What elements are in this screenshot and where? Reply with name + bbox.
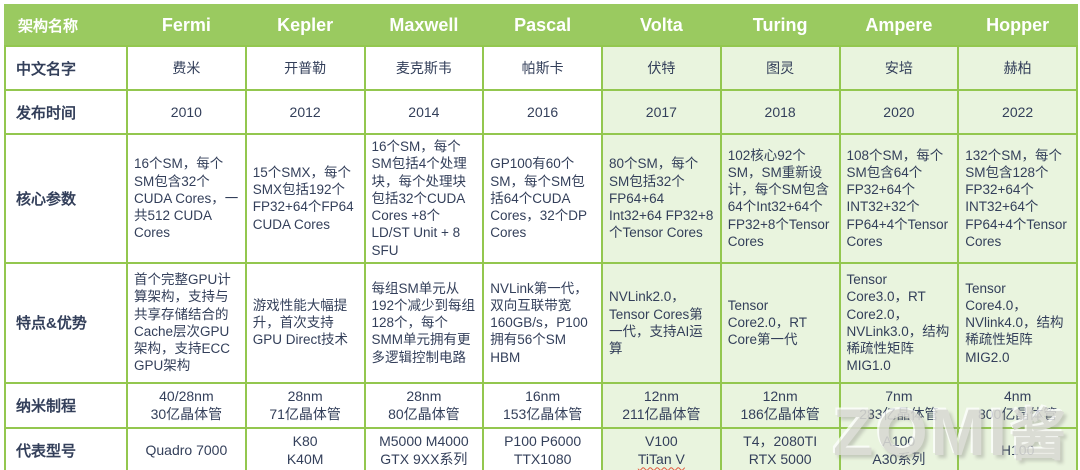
cell-release-turing: 2018	[719, 89, 841, 135]
cell-cnname-fermi: 费米	[126, 45, 247, 91]
cell-process-fermi: 40/28nm 30亿晶体管	[126, 381, 247, 429]
cell-process-kepler: 28nm 71亿晶体管	[244, 381, 366, 429]
cell-core-turing: 102核心92个SM，SM重新设计，每个SM包含64个Int32+64个FP32…	[719, 133, 841, 264]
column-header-turing: Turing	[719, 4, 841, 47]
column-header-volta: Volta	[601, 4, 722, 47]
column-header-fermi: Fermi	[126, 4, 247, 47]
cell-models-kepler: K80 K40M	[244, 426, 366, 470]
model-line-v100: V100	[645, 433, 678, 450]
gpu-architecture-table: 架构名称 Fermi Kepler Maxwell Pascal Volta T…	[4, 4, 1078, 470]
cell-models-maxwell: M5000 M4000 GTX 9XX系列	[363, 426, 485, 470]
cell-core-fermi: 16个SM，每个SM包含32个CUDA Cores，一共512 CUDA Cor…	[126, 133, 247, 264]
cell-cnname-ampere: 安培	[838, 45, 960, 91]
cell-process-volta: 12nm 211亿晶体管	[601, 381, 722, 429]
cell-models-fermi: Quadro 7000	[126, 426, 247, 470]
cell-cnname-hopper: 赫柏	[957, 45, 1078, 91]
row-label-chinese-name: 中文名字	[4, 45, 128, 91]
cell-features-ampere: Tensor Core3.0，RT Core2.0，NVLink3.0，结构稀疏…	[838, 261, 960, 384]
row-chinese-name: 中文名字 费米 开普勒 麦克斯韦 帕斯卡 伏特 图灵 安培 赫柏	[4, 45, 1078, 91]
cell-cnname-kepler: 开普勒	[244, 45, 366, 91]
cell-release-ampere: 2020	[838, 89, 960, 135]
cell-release-pascal: 2016	[482, 89, 603, 135]
cell-features-kepler: 游戏性能大幅提升，首次支持GPU Direct技术	[244, 261, 366, 384]
cell-core-ampere: 108个SM，每个SM包含64个FP32+64个INT32+32个FP64+4个…	[838, 133, 960, 264]
corner-header-architecture-name: 架构名称	[4, 4, 128, 47]
cell-cnname-turing: 图灵	[719, 45, 841, 91]
column-header-ampere: Ampere	[838, 4, 960, 47]
cell-features-volta: NVLink2.0，Tensor Cores第一代，支持AI运算	[601, 261, 722, 384]
row-label-core-params: 核心参数	[4, 133, 128, 264]
cell-features-turing: Tensor Core2.0，RT Core第一代	[719, 261, 841, 384]
column-header-hopper: Hopper	[957, 4, 1078, 47]
cell-process-hopper: 4nm 800亿晶体管	[957, 381, 1078, 429]
cell-release-volta: 2017	[601, 89, 722, 135]
cell-process-turing: 12nm 186亿晶体管	[719, 381, 841, 429]
cell-features-maxwell: 每组SM单元从192个减少到每组128个，每个SMM单元拥有更多逻辑控制电路	[363, 261, 485, 384]
row-label-release-year: 发布时间	[4, 89, 128, 135]
row-features: 特点&优势 首个完整GPU计算架构，支持与共享存储结合的Cache层次GPU架构…	[4, 261, 1078, 384]
row-label-representative-models: 代表型号	[4, 426, 128, 470]
cell-release-maxwell: 2014	[363, 89, 485, 135]
cell-models-volta: V100 TiTan V	[601, 426, 722, 470]
cell-release-kepler: 2012	[244, 89, 366, 135]
cell-core-volta: 80个SM，每个SM包括32个FP64+64 Int32+64 FP32+8个T…	[601, 133, 722, 264]
cell-models-ampere: A100 A30系列	[838, 426, 960, 470]
cell-process-maxwell: 28nm 80亿晶体管	[363, 381, 485, 429]
cell-cnname-maxwell: 麦克斯韦	[363, 45, 485, 91]
cell-models-hopper: H100	[957, 426, 1078, 470]
cell-models-turing: T4，2080TI RTX 5000	[719, 426, 841, 470]
cell-cnname-volta: 伏特	[601, 45, 722, 91]
cell-process-ampere: 7nm 283亿晶体管	[838, 381, 960, 429]
cell-core-maxwell: 16个SM，每个SM包括4个处理块，每个处理块包括32个CUDA Cores +…	[363, 133, 485, 264]
row-representative-models: 代表型号 Quadro 7000 K80 K40M M5000 M4000 GT…	[4, 426, 1078, 470]
table-header-row: 架构名称 Fermi Kepler Maxwell Pascal Volta T…	[4, 4, 1078, 47]
column-header-kepler: Kepler	[244, 4, 366, 47]
cell-models-pascal: P100 P6000 TTX1080	[482, 426, 603, 470]
cell-features-fermi: 首个完整GPU计算架构，支持与共享存储结合的Cache层次GPU架构，支持ECC…	[126, 261, 247, 384]
row-label-process-node: 纳米制程	[4, 381, 128, 429]
row-core-params: 核心参数 16个SM，每个SM包含32个CUDA Cores，一共512 CUD…	[4, 133, 1078, 264]
column-header-pascal: Pascal	[482, 4, 603, 47]
cell-release-hopper: 2022	[957, 89, 1078, 135]
cell-features-pascal: NVLink第一代，双向互联带宽160GB/s，P100拥有56个SM HBM	[482, 261, 603, 384]
cell-cnname-pascal: 帕斯卡	[482, 45, 603, 91]
column-header-maxwell: Maxwell	[363, 4, 485, 47]
row-label-features: 特点&优势	[4, 261, 128, 384]
cell-core-pascal: GP100有60个SM，每个SM包括64个CUDA Cores，32个DP Co…	[482, 133, 603, 264]
row-process-node: 纳米制程 40/28nm 30亿晶体管 28nm 71亿晶体管 28nm 80亿…	[4, 381, 1078, 429]
model-line-titan-v: TiTan V	[607, 450, 716, 468]
cell-core-hopper: 132个SM，每个SM包含128个FP32+64个INT32+64个FP64+4…	[957, 133, 1078, 264]
cell-release-fermi: 2010	[126, 89, 247, 135]
cell-features-hopper: Tensor Core4.0，NVlink4.0，结构稀疏性矩阵MIG2.0	[957, 261, 1078, 384]
row-release-year: 发布时间 2010 2012 2014 2016 2017 2018 2020 …	[4, 89, 1078, 135]
cell-process-pascal: 16nm 153亿晶体管	[482, 381, 603, 429]
misspelled-text-titan-v: TiTan V	[637, 451, 685, 468]
cell-core-kepler: 15个SMX，每个SMX包括192个FP32+64个FP64 CUDA Core…	[244, 133, 366, 264]
